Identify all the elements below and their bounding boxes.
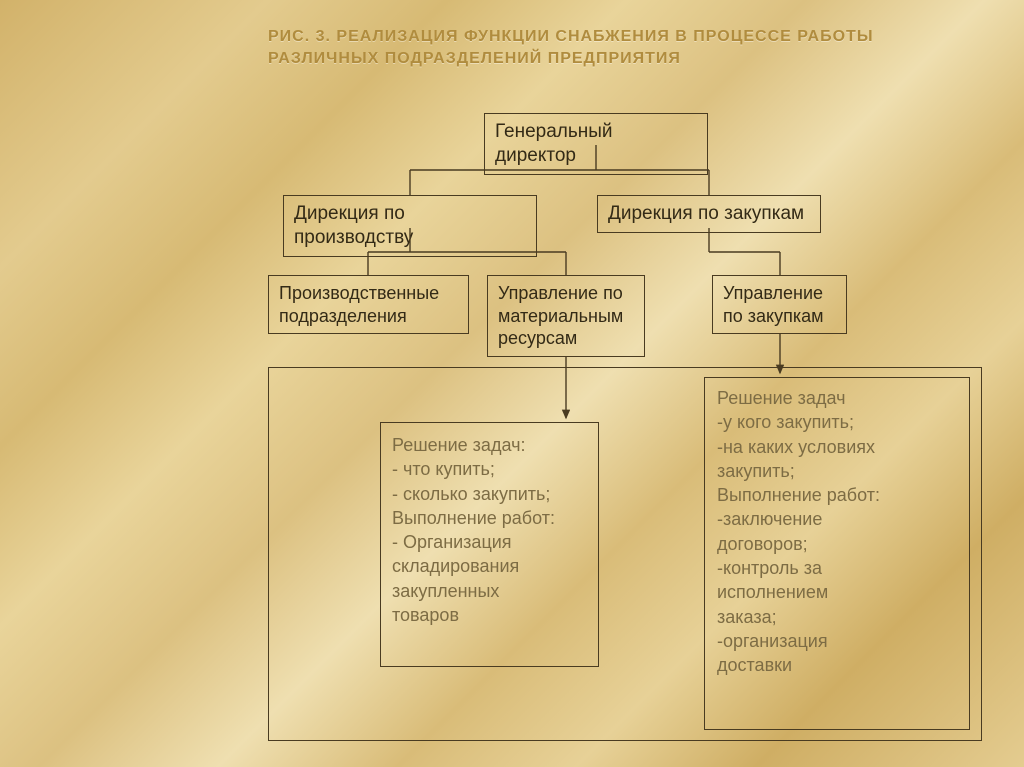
node-general-director: Генеральный директор (484, 113, 708, 175)
node-line: Производственные (279, 282, 458, 305)
title-line-1: РИС. 3. РЕАЛИЗАЦИЯ ФУНКЦИИ СНАБЖЕНИЯ В П… (268, 26, 873, 48)
task-line: Выполнение работ: (392, 506, 592, 530)
task-line: -на каких условиях (717, 435, 962, 459)
node-line: Управление по (498, 282, 634, 305)
task-line: -организация (717, 629, 962, 653)
node-procurement-directorate: Дирекция по закупкам (597, 195, 821, 233)
task-line: - сколько закупить; (392, 482, 592, 506)
task-line: заказа; (717, 605, 962, 629)
diagram-canvas: { "title_line1": "РИС. 3. РЕАЛИЗАЦИЯ ФУН… (0, 0, 1024, 767)
task-line: исполнением (717, 580, 962, 604)
node-line: материальным (498, 305, 634, 328)
node-label: Генеральный директор (495, 121, 613, 166)
task-line: -заключение (717, 507, 962, 531)
node-label: Дирекция по закупкам (608, 203, 804, 224)
task-line: закупить; (717, 459, 962, 483)
node-production-units: Производственные подразделения (268, 275, 469, 334)
task-line: Решение задач (717, 386, 962, 410)
task-line: Решение задач: (392, 433, 592, 457)
task-line: -у кого закупить; (717, 410, 962, 434)
task-line: договоров; (717, 532, 962, 556)
node-line: по закупкам (723, 305, 836, 328)
task-line: доставки (717, 653, 962, 677)
tasks-right: Решение задач -у кого закупить; -на каки… (717, 386, 962, 678)
task-line: - Организация (392, 530, 592, 554)
title-line-2: РАЗЛИЧНЫХ ПОДРАЗДЕЛЕНИЙ ПРЕДПРИЯТИЯ (268, 48, 873, 70)
task-line: -контроль за (717, 556, 962, 580)
node-label: Дирекция по производству (294, 203, 413, 248)
node-line: Управление (723, 282, 836, 305)
task-line: товаров (392, 603, 592, 627)
task-line: закупленных (392, 579, 592, 603)
figure-title: РИС. 3. РЕАЛИЗАЦИЯ ФУНКЦИИ СНАБЖЕНИЯ В П… (268, 26, 873, 71)
tasks-left: Решение задач: - что купить; - сколько з… (392, 433, 592, 627)
node-line: ресурсам (498, 327, 634, 350)
node-procurement-management: Управление по закупкам (712, 275, 847, 334)
task-line: Выполнение работ: (717, 483, 962, 507)
node-material-management: Управление по материальным ресурсам (487, 275, 645, 357)
task-line: складирования (392, 554, 592, 578)
node-production-directorate: Дирекция по производству (283, 195, 537, 257)
node-line: подразделения (279, 305, 458, 328)
task-line: - что купить; (392, 457, 592, 481)
